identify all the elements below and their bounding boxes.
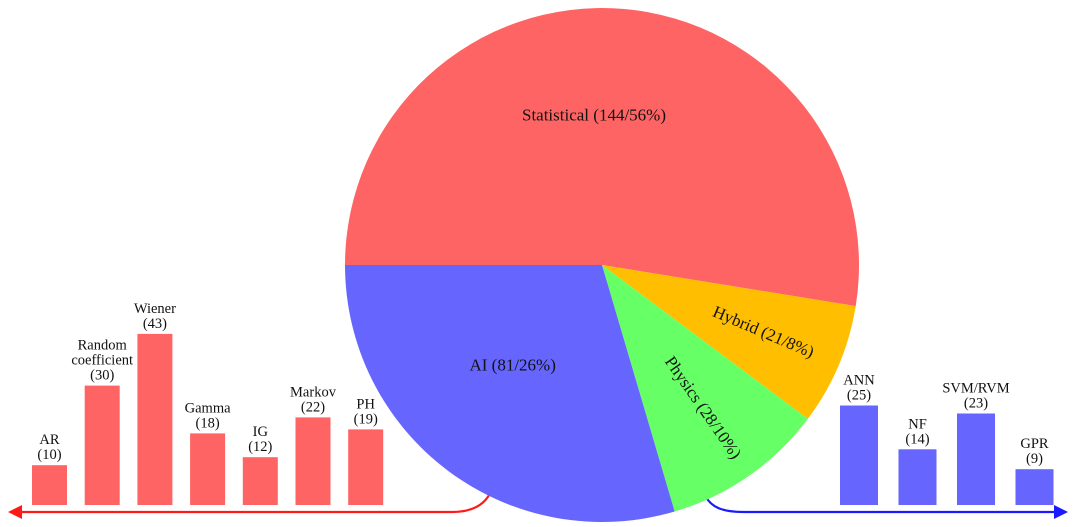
bar-gamma — [190, 433, 226, 505]
ai-methods-bars: ANN (25) NF (14) SVM/RVM (23) GPR (9) — [840, 373, 1054, 505]
bar-svm-rvm — [957, 413, 995, 505]
right-connector-arrow — [705, 496, 1055, 514]
bar-gpr — [1015, 469, 1054, 505]
pie-chart — [345, 8, 860, 522]
right-arrow-head — [1054, 505, 1068, 519]
statistical-methods-bars: AR (10) Random coefficient (30)Wiener (43) Gam… — [32, 301, 384, 505]
bar-label-ph: PH (19) — [354, 396, 378, 427]
bar-label-gamma: Gamma (18) — [185, 400, 231, 431]
pie-label-ai: AI (81/26%) — [469, 355, 555, 374]
bar-label-markov: Markov (22) — [290, 384, 337, 415]
bar-label-nf: NF (14) — [905, 416, 929, 447]
pie-slice-ai — [345, 265, 675, 522]
bar-nf — [898, 449, 937, 505]
bar-label-wiener: Wiener (43) — [134, 301, 176, 332]
bar-label-ann: ANN (25) — [843, 373, 875, 404]
pie-label-statistical: Statistical (144/56%) — [522, 105, 666, 124]
pie-slice-statistical — [345, 8, 860, 307]
bar-ig — [242, 457, 278, 505]
bar-ann — [840, 405, 878, 505]
left-arrow-head — [8, 505, 22, 519]
bar-label-random-coefficient: Random coefficient (30) — [71, 338, 133, 384]
bar-random-coefficient — [84, 385, 120, 505]
bar-label-ig: IG (12) — [248, 424, 272, 455]
bar-wiener — [137, 333, 173, 505]
pie-slice-hybrid — [602, 265, 856, 419]
bar-label-svm-rvm: SVM/RVM (23) — [942, 380, 1009, 411]
bar-ph — [348, 429, 384, 505]
bar-markov — [295, 417, 331, 505]
bar-label-ar: AR (10) — [37, 432, 61, 463]
bar-label-gpr: GPR (9) — [1020, 436, 1049, 467]
bar-ar — [32, 465, 67, 505]
pie-slice-physics — [602, 265, 808, 512]
